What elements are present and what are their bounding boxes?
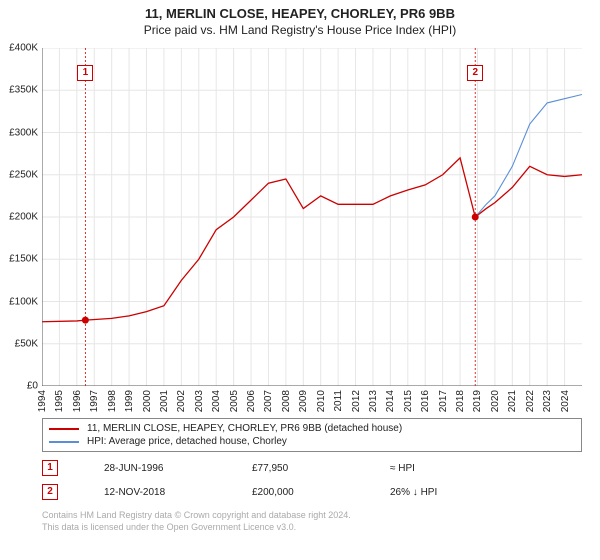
x-axis-tick-label: 2014 [385,390,396,412]
x-axis-tick-label: 2001 [159,390,170,412]
x-axis-tick-label: 2023 [542,390,553,412]
y-axis-tick-label: £50K [15,338,38,349]
chart-marker-2: 2 [467,65,483,81]
transaction-delta: ≈ HPI [390,463,415,474]
transaction-price: £200,000 [252,487,382,498]
x-axis-tick-label: 2022 [525,390,536,412]
x-axis-tick-label: 1999 [124,390,135,412]
x-axis-tick-label: 2017 [438,390,449,412]
x-axis-tick-label: 2013 [368,390,379,412]
chart-plot-area [42,48,582,386]
x-axis-tick-label: 2012 [351,390,362,412]
x-axis-tick-label: 2024 [560,390,571,412]
legend-item: HPI: Average price, detached house, Chor… [49,435,575,448]
x-axis-tick-label: 2018 [455,390,466,412]
x-axis-tick-label: 2009 [298,390,309,412]
x-axis-tick-label: 2010 [316,390,327,412]
transaction-delta: 26% ↓ HPI [390,487,437,498]
legend-label: HPI: Average price, detached house, Chor… [87,436,287,447]
legend: 11, MERLIN CLOSE, HEAPEY, CHORLEY, PR6 9… [42,418,582,452]
x-axis-tick-label: 2002 [176,390,187,412]
x-axis-tick-label: 2021 [507,390,518,412]
x-axis-tick-label: 2008 [281,390,292,412]
x-axis-tick-label: 1994 [37,390,48,412]
y-axis-tick-label: £150K [9,254,38,265]
transaction-date: 28-JUN-1996 [104,463,244,474]
chart-svg [42,48,582,386]
x-axis-tick-label: 2011 [333,390,344,412]
x-axis-tick-label: 1998 [107,390,118,412]
x-axis-tick-label: 2015 [403,390,414,412]
x-axis-tick-label: 2016 [420,390,431,412]
transaction-table: 1 28-JUN-1996 £77,950 ≈ HPI 2 12-NOV-2018 £200… [42,456,582,504]
x-axis-tick-label: 1996 [72,390,83,412]
x-axis-tick-label: 2005 [229,390,240,412]
legend-swatch [49,428,79,430]
x-axis-tick-label: 2003 [194,390,205,412]
x-axis-tick-label: 1995 [54,390,65,412]
chart-subtitle: Price paid vs. HM Land Registry's House … [0,23,600,37]
chart-marker-1: 1 [77,65,93,81]
transaction-row: 1 28-JUN-1996 £77,950 ≈ HPI [42,456,582,480]
y-axis-tick-label: £400K [9,43,38,54]
transaction-row: 2 12-NOV-2018 £200,000 26% ↓ HPI [42,480,582,504]
legend-label: 11, MERLIN CLOSE, HEAPEY, CHORLEY, PR6 9… [87,423,402,434]
y-axis-tick-label: £350K [9,85,38,96]
transaction-date: 12-NOV-2018 [104,487,244,498]
y-axis-tick-label: £250K [9,169,38,180]
x-axis-tick-label: 2020 [490,390,501,412]
transaction-marker: 1 [42,460,58,476]
x-axis-tick-label: 2004 [211,390,222,412]
legend-item: 11, MERLIN CLOSE, HEAPEY, CHORLEY, PR6 9… [49,422,575,435]
footer-line-1: Contains HM Land Registry data © Crown c… [42,510,582,522]
footer-line-2: This data is licensed under the Open Gov… [42,522,582,534]
x-axis-tick-label: 2019 [472,390,483,412]
x-axis-tick-label: 2006 [246,390,257,412]
x-axis-tick-label: 1997 [89,390,100,412]
y-axis-tick-label: £200K [9,212,38,223]
y-axis-tick-label: £300K [9,127,38,138]
legend-swatch [49,441,79,443]
transaction-price: £77,950 [252,463,382,474]
footer-attribution: Contains HM Land Registry data © Crown c… [42,510,582,533]
y-axis-tick-label: £100K [9,296,38,307]
x-axis-tick-label: 2000 [142,390,153,412]
chart-title: 11, MERLIN CLOSE, HEAPEY, CHORLEY, PR6 9… [0,6,600,21]
x-axis-tick-label: 2007 [263,390,274,412]
transaction-marker: 2 [42,484,58,500]
